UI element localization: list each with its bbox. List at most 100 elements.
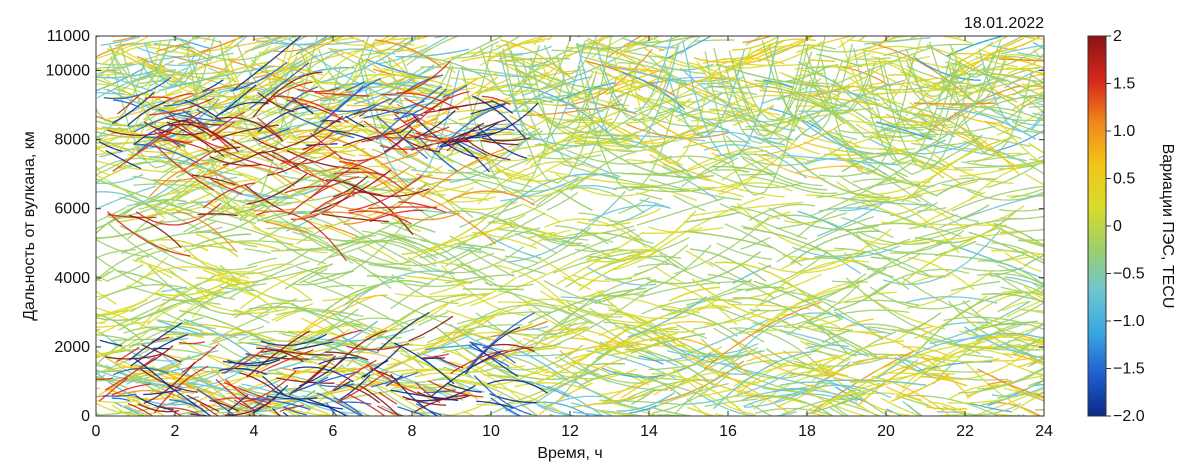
tec-track <box>745 286 785 292</box>
tec-track <box>666 36 713 60</box>
tec-track <box>761 123 843 156</box>
tec-track <box>951 185 1044 212</box>
tec-track <box>650 406 695 416</box>
tec-track <box>863 50 961 176</box>
tec-track <box>683 211 741 223</box>
tec-track <box>388 74 444 106</box>
tec-track <box>136 256 173 279</box>
tec-track <box>995 254 1025 264</box>
tec-track <box>96 160 183 174</box>
tec-track <box>144 96 172 100</box>
tec-track <box>408 315 454 342</box>
tec-track <box>883 65 956 140</box>
tec-track <box>167 384 212 416</box>
tec-track <box>671 305 728 320</box>
tec-track <box>748 402 774 416</box>
tec-track <box>732 104 775 126</box>
tec-track <box>190 200 257 225</box>
tec-track <box>358 384 400 416</box>
tec-track <box>498 228 613 258</box>
tec-track <box>147 46 203 57</box>
tec-track <box>741 108 821 155</box>
tec-track <box>544 326 589 339</box>
tec-track <box>1019 308 1044 312</box>
tec-track <box>765 348 815 370</box>
tec-track <box>643 226 724 234</box>
tec-track <box>920 375 968 387</box>
tec-track <box>407 393 503 416</box>
tec-track <box>113 336 174 347</box>
tec-track <box>181 344 219 374</box>
tec-track <box>366 275 405 280</box>
tec-track <box>271 150 337 165</box>
tec-track <box>628 235 654 244</box>
tec-track <box>252 36 277 41</box>
tec-track <box>202 166 239 180</box>
tec-track <box>916 291 1028 354</box>
tec-track <box>820 54 915 176</box>
tec-track <box>196 277 279 312</box>
tec-track <box>559 357 669 391</box>
tec-track <box>361 230 438 259</box>
tec-track <box>675 323 708 339</box>
tec-track <box>894 172 936 196</box>
tec-track <box>230 61 288 92</box>
tec-track <box>104 356 156 391</box>
tec-track <box>543 36 598 75</box>
tec-track <box>106 222 188 272</box>
tec-track <box>653 371 725 396</box>
tec-track <box>125 187 238 211</box>
tec-track <box>317 239 437 266</box>
tec-track <box>977 368 1044 398</box>
tec-track <box>876 121 933 141</box>
tec-track <box>317 392 363 416</box>
tec-track <box>332 175 369 198</box>
tec-track <box>1023 254 1044 267</box>
tec-track <box>319 36 340 42</box>
tec-track <box>659 304 700 314</box>
tec-track <box>448 169 491 180</box>
tec-track <box>651 372 749 416</box>
tec-track <box>1003 387 1044 395</box>
tec-track <box>96 313 143 341</box>
tec-track <box>641 377 704 397</box>
tec-track <box>675 360 778 414</box>
x-axis: 0 2 4 6 8 10 12 14 16 18 20 22 24 <box>92 36 1053 440</box>
tec-track <box>332 329 387 370</box>
tec-track <box>223 36 298 105</box>
tec-track <box>438 100 492 111</box>
tec-track <box>656 105 683 115</box>
tec-track <box>901 177 975 203</box>
tec-track <box>721 363 804 385</box>
tec-track <box>262 305 345 335</box>
tec-track <box>871 181 901 187</box>
tec-track <box>416 90 470 124</box>
tec-track <box>166 121 225 157</box>
tec-track <box>143 345 174 367</box>
tec-track <box>415 178 535 202</box>
tec-track <box>802 267 887 303</box>
tec-track <box>182 109 209 128</box>
tec-track <box>853 48 952 165</box>
tec-track <box>637 325 700 356</box>
tec-track <box>104 353 162 360</box>
tec-track <box>447 196 496 203</box>
tec-track <box>127 101 166 127</box>
tec-track <box>553 49 653 107</box>
tec-track <box>507 171 536 182</box>
tec-track <box>613 250 659 271</box>
tec-track <box>271 302 314 321</box>
tec-track <box>647 196 765 257</box>
tec-track <box>624 43 665 51</box>
tec-track <box>522 61 596 129</box>
tec-track <box>252 226 313 241</box>
tec-track <box>414 372 498 389</box>
tec-track <box>935 178 997 197</box>
tec-track <box>546 192 579 211</box>
tec-track <box>990 267 1022 277</box>
tec-track <box>277 349 334 356</box>
x-tick-label: 10 <box>482 423 500 440</box>
y-tick-label: 6000 <box>54 201 90 218</box>
tec-track <box>813 382 881 414</box>
